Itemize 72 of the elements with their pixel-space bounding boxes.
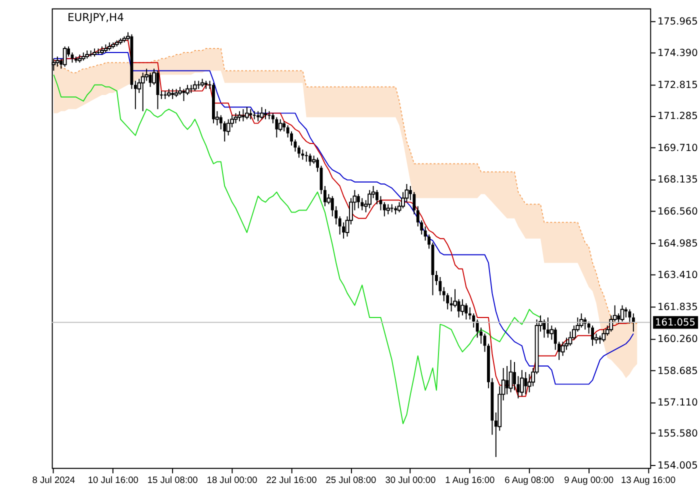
x-tick-label: 9 Aug 00:00	[564, 475, 614, 486]
candlestick	[192, 80, 197, 92]
ref-line-label: 161.055	[655, 317, 696, 328]
candlestick	[560, 341, 565, 356]
y-tick-label: 154.005	[657, 460, 698, 472]
candlestick	[62, 46, 67, 68]
y-tick-label: 158.685	[657, 366, 698, 377]
candlestick	[55, 56, 60, 68]
candlestick	[338, 216, 342, 236]
y-tick-label: 163.410	[657, 270, 698, 282]
candlestick	[171, 88, 174, 100]
candlestick	[301, 149, 304, 160]
candlestick	[134, 80, 137, 110]
candlestick	[508, 359, 513, 393]
candlestick	[260, 106, 264, 120]
candlestick	[382, 202, 386, 217]
candlestick	[234, 112, 238, 124]
candlestick	[242, 108, 245, 122]
x-tick-label: 8 Jul 2024	[32, 475, 76, 486]
candlestick	[524, 372, 528, 395]
x-tick-label: 22 Jul 16:00	[266, 475, 317, 486]
candlestick	[460, 298, 464, 316]
candlestick	[591, 325, 594, 346]
candlestick	[602, 329, 606, 342]
candlestick	[520, 370, 524, 397]
candlestick	[244, 106, 249, 120]
x-tick-label: 1 Aug 16:00	[445, 475, 495, 486]
candlestick	[238, 110, 242, 122]
candlestick	[368, 190, 372, 209]
candlestick	[628, 308, 632, 324]
candlestick	[323, 186, 326, 207]
x-tick-label: 25 Jul 08:00	[326, 475, 376, 486]
candlestick	[140, 72, 145, 112]
candlestick	[356, 194, 360, 209]
line-series	[53, 74, 541, 424]
candlestick	[256, 110, 260, 122]
x-tick-label: 18 Jul 00:00	[206, 475, 258, 486]
x-tick-label: 6 Aug 08:00	[504, 475, 554, 486]
candlestick	[546, 316, 550, 338]
candlestick	[620, 304, 624, 322]
x-tick-label: 30 Jul 00:00	[385, 475, 436, 486]
candlestick	[464, 302, 468, 320]
y-tick-label: 174.390	[657, 48, 698, 60]
candlestick	[249, 108, 252, 120]
y-tick-label: 172.815	[657, 80, 698, 91]
y-tick-label: 164.985	[657, 238, 698, 250]
y-tick-label: 169.710	[657, 142, 698, 154]
y-tick-label: 157.110	[657, 398, 698, 409]
candlestick	[308, 153, 312, 166]
y-tick-label: 171.285	[657, 110, 698, 122]
candlestick	[632, 312, 635, 332]
x-tick-label: 15 Jul 08:00	[147, 475, 198, 486]
candlestick	[275, 116, 278, 138]
y-tick-label: 155.580	[657, 428, 698, 440]
candlestick	[506, 366, 509, 395]
y-tick-label: 175.965	[657, 16, 698, 28]
candlestick	[264, 108, 267, 120]
candlestick	[360, 198, 364, 211]
candlestick	[297, 145, 300, 158]
y-tick-label: 160.260	[657, 334, 698, 345]
y-tick-label: 166.560	[657, 206, 698, 218]
candlestick	[450, 296, 453, 312]
x-tick-label: 10 Jul 16:00	[88, 475, 138, 486]
y-tick-label: 168.135	[657, 174, 698, 186]
candlestick	[148, 72, 152, 88]
x-tick-label: 13 Aug 16:00	[620, 475, 676, 486]
candlestick	[282, 120, 286, 132]
candlestick	[316, 157, 319, 172]
chart-title: EURJPY,H4	[67, 11, 124, 24]
candlestick	[617, 312, 620, 324]
y-tick-label: 161.835	[657, 302, 698, 314]
candlestick	[386, 204, 390, 215]
